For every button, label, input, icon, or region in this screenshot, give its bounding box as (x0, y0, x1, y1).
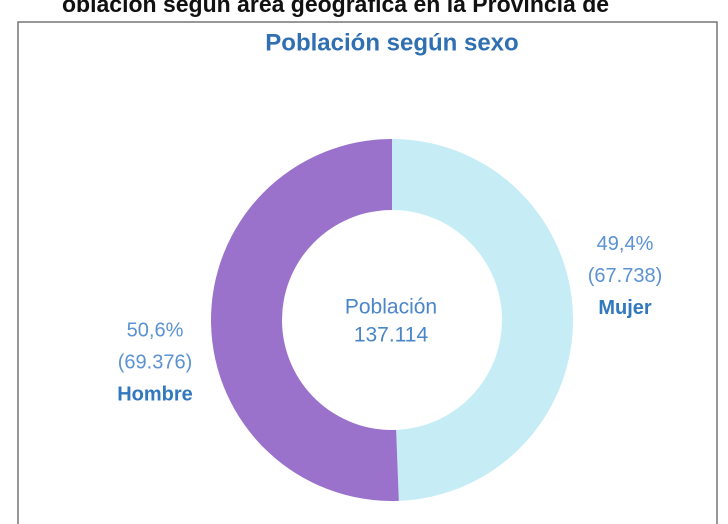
slice-count: (69.376) (118, 352, 193, 374)
donut (211, 139, 574, 501)
slice-name: Mujer (598, 297, 652, 319)
center-label: Población (345, 296, 437, 319)
chart-title: Población según sexo (265, 29, 518, 56)
donut-slice (392, 139, 574, 501)
center-total: 137.114 (354, 324, 429, 347)
slice-percent: 50,6% (127, 320, 184, 342)
page-header: oblación según área geográfica en la Pro… (62, 0, 609, 17)
slice-count: (67.738) (588, 265, 663, 287)
slice-name: Hombre (117, 384, 193, 406)
donut-slice (211, 139, 399, 501)
chart-frame (17, 21, 718, 524)
slice-percent: 49,4% (597, 233, 654, 255)
